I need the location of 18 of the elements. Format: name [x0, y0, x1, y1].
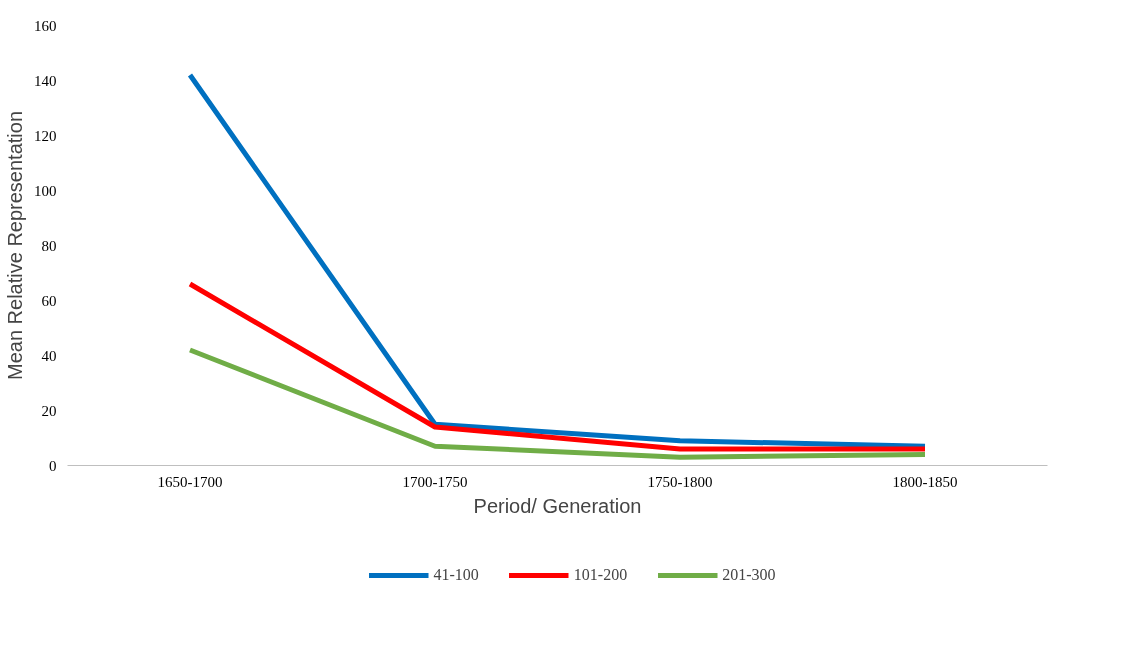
y-tick-label: 60	[41, 292, 57, 309]
x-tick-label: 1700-1750	[402, 473, 468, 490]
y-axis-title: Mean Relative Representation	[4, 110, 26, 381]
y-tick-label: 0	[49, 457, 57, 474]
x-axis-title: Period/ Generation	[473, 494, 642, 517]
y-tick-label: 140	[34, 72, 57, 89]
legend-label: 101-200	[573, 565, 628, 584]
y-tick-label: 120	[34, 127, 57, 144]
legend-label: 41-100	[433, 565, 479, 584]
y-tick-label: 40	[41, 347, 57, 364]
y-tick-label: 160	[34, 17, 57, 34]
x-tick-label: 1750-1800	[647, 473, 713, 490]
y-tick-label: 80	[41, 237, 57, 254]
y-tick-label: 20	[41, 402, 57, 419]
legend-label: 201-300	[722, 565, 776, 584]
x-tick-label: 1650-1700	[157, 473, 223, 490]
x-tick-label: 1800-1850	[892, 473, 958, 490]
y-tick-label: 100	[34, 182, 57, 199]
